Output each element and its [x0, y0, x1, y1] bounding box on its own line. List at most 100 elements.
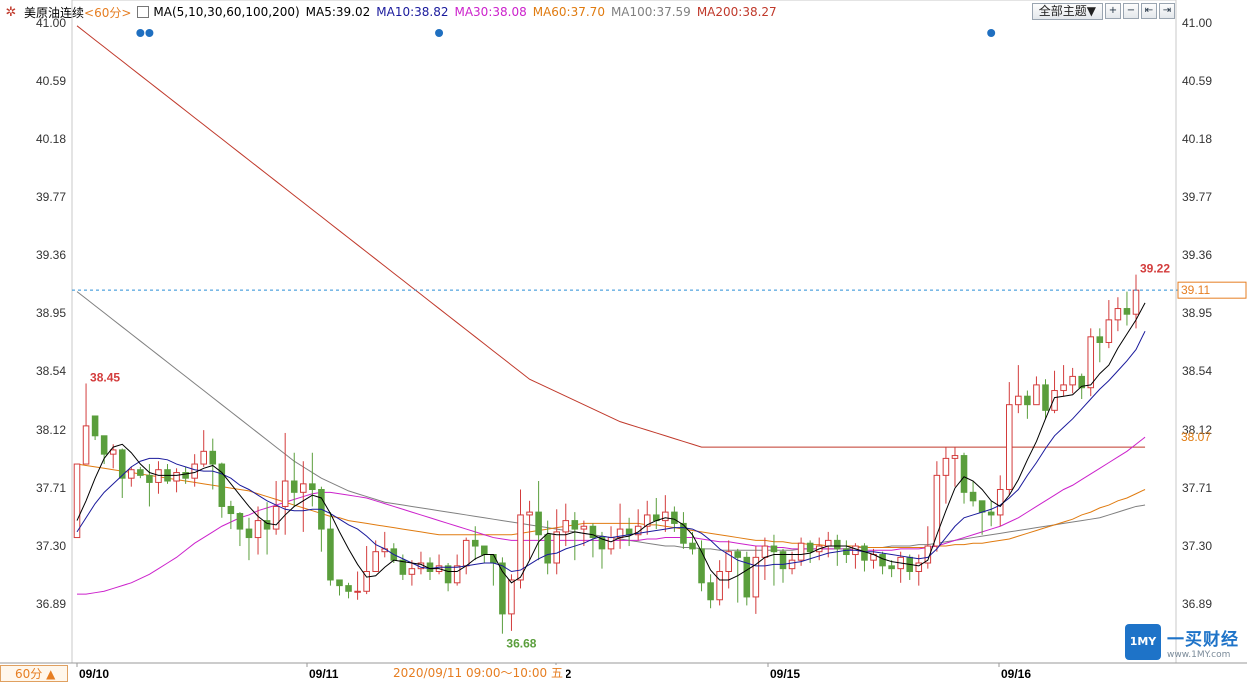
candle-down [589, 525, 597, 539]
candle-up [725, 551, 732, 572]
y-tick-right: 40.59 [1182, 74, 1212, 88]
candle-up [1015, 395, 1022, 406]
y-tick-right: 37.71 [1182, 481, 1212, 495]
candle-up [354, 590, 361, 593]
candle-down [118, 449, 126, 479]
candle-up [155, 469, 162, 483]
candle-down [327, 528, 334, 581]
ma-params[interactable]: MA(5,10,30,60,100,200) [153, 5, 300, 19]
candle-up [562, 520, 570, 533]
zoom-in-icon[interactable]: + [1105, 3, 1121, 19]
candle-up [607, 537, 615, 550]
brand-name: 一买财经 [1167, 629, 1239, 650]
candle-down [689, 542, 696, 550]
candle-up [996, 488, 1004, 516]
settings-gear-icon[interactable]: ✲ [5, 4, 17, 20]
y-tick-left: 36.89 [36, 597, 66, 611]
candle-up [462, 539, 470, 567]
y-tick-right: 40.18 [1182, 132, 1212, 146]
candle-down [987, 511, 995, 516]
x-tick-label: 09/16 [1001, 667, 1031, 681]
candle-down [471, 539, 479, 547]
candle-up [73, 463, 81, 539]
candle-down [806, 542, 814, 553]
candle-down [100, 435, 108, 455]
plot-frame [71, 0, 1177, 664]
candle-down [680, 522, 687, 544]
candle-down [444, 565, 452, 584]
candle-down [309, 483, 316, 490]
theme-dropdown[interactable]: 全部主题▼ [1031, 3, 1103, 20]
candle-up [82, 425, 90, 465]
y-tick-right: 38.95 [1182, 306, 1212, 320]
ma5-line [76, 302, 1146, 584]
candle-up [951, 455, 959, 459]
ma200-line [76, 25, 1146, 448]
candle-down [770, 545, 778, 553]
signal-dot [145, 29, 154, 37]
y-tick-left: 39.77 [36, 190, 66, 204]
candle-up [662, 511, 669, 522]
candle-down [707, 582, 714, 601]
y-tick-left: 40.59 [36, 74, 66, 88]
candle-down [336, 579, 343, 587]
candle-down [1078, 375, 1085, 389]
candle-down [598, 537, 606, 550]
ma-tag-text: 38.07 [1181, 430, 1211, 444]
candle-up [942, 457, 950, 476]
candle-down [879, 554, 886, 567]
candle-down [698, 548, 705, 584]
candle-up [272, 505, 280, 530]
candle-up [634, 525, 642, 536]
candle-down [834, 539, 841, 550]
candle-down [182, 472, 189, 479]
y-tick-left: 39.36 [36, 248, 66, 262]
annotation-high: 39.22 [1140, 262, 1170, 276]
candle-down [960, 455, 968, 493]
candle-down [263, 520, 271, 530]
candle-down [888, 565, 895, 570]
candle-up [526, 511, 533, 516]
candle-up [643, 514, 651, 527]
candle-down [236, 513, 244, 530]
x-tick-label: 09/11 [309, 667, 339, 681]
candle-up [716, 570, 723, 601]
candle-down [481, 545, 488, 556]
watermark: 1MY 一买财经 www.1MY.com [1125, 624, 1239, 660]
signal-dot [136, 29, 145, 37]
candle-up [553, 531, 561, 564]
y-tick-right: 39.36 [1182, 248, 1212, 262]
scroll-right-icon[interactable]: ⇥ [1159, 3, 1175, 19]
candle-down [969, 491, 977, 502]
candle-down [245, 528, 253, 539]
signal-dot [435, 29, 444, 37]
y-tick-right: 39.77 [1182, 190, 1212, 204]
y-tick-right: 38.54 [1182, 364, 1212, 378]
candle-up [109, 449, 117, 455]
y-tick-left: 41.00 [36, 16, 66, 30]
candle-up [254, 520, 262, 539]
ma10-line [76, 330, 1146, 573]
candle-down [571, 520, 579, 530]
candle-down [779, 551, 787, 570]
symbol-name: 美原油连续 [24, 5, 85, 20]
candle-up [1060, 384, 1067, 392]
candle-up [372, 551, 379, 572]
y-tick-right: 37.30 [1182, 539, 1212, 553]
zoom-out-icon[interactable]: − [1123, 3, 1139, 19]
y-tick-right: 41.00 [1182, 16, 1212, 30]
period-label[interactable]: <60分> [84, 5, 132, 20]
ma10-value: MA10:38.82 [376, 5, 449, 19]
indicator-box-icon[interactable] [137, 6, 150, 18]
ma60-value: MA60:37.70 [532, 5, 605, 19]
candle-up [797, 542, 805, 561]
candle-up [173, 472, 180, 482]
period-selector-button[interactable]: 60分 ▲ [0, 665, 68, 682]
candle-down [1024, 395, 1031, 406]
scroll-left-icon[interactable]: ⇤ [1141, 3, 1157, 19]
y-tick-left: 38.12 [36, 423, 66, 437]
candle-down [218, 463, 226, 507]
candle-up [788, 559, 796, 570]
brand-logo-icon: 1MY [1125, 624, 1161, 660]
